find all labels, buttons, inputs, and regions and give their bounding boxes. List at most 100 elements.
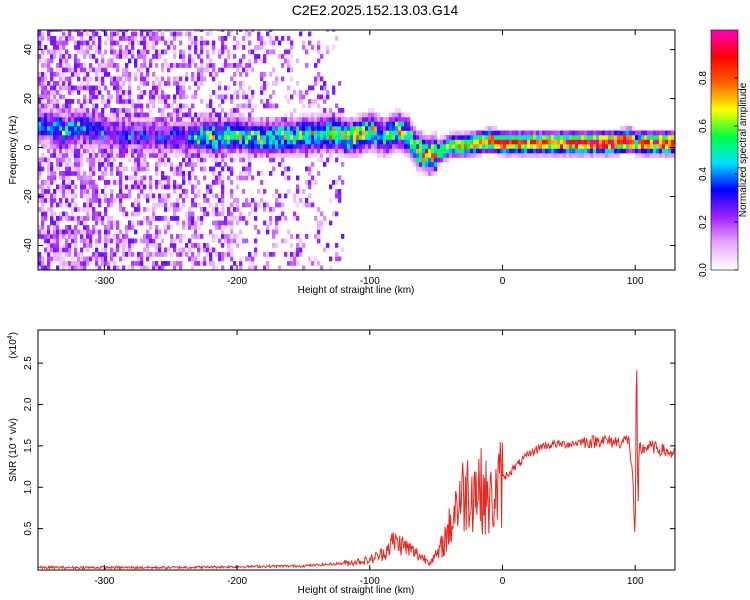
spectrogram-cell [428, 166, 432, 172]
spectrogram-cell [197, 180, 201, 185]
spectrogram-cell [59, 252, 63, 257]
spectrogram-cell [173, 247, 177, 253]
spectrogram-cell [191, 234, 195, 239]
spectrogram-cell [146, 30, 150, 32]
spectrogram-cell [167, 45, 171, 50]
spectrogram-cell [65, 166, 69, 172]
spectrogram-cell [386, 130, 390, 136]
spectrogram-cell [329, 121, 333, 127]
spectrogram-cell [77, 220, 81, 226]
spectrogram-cell [92, 144, 96, 149]
spectrogram-cell [131, 40, 135, 46]
spectrogram-cell [230, 166, 234, 172]
spectrogram-cell [62, 130, 66, 136]
spectrogram-cell [206, 243, 210, 248]
spectrogram-cell [68, 76, 72, 82]
spectrogram-cell [215, 202, 219, 208]
spectrogram-cell [128, 238, 132, 244]
spectrogram-cell [386, 121, 390, 127]
spectrogram-cell [464, 130, 468, 136]
spectrogram-cell [227, 243, 231, 248]
spectrogram-cell [74, 108, 78, 113]
spectrogram-cell [50, 108, 54, 113]
spectrogram-cell [209, 229, 213, 235]
spectrogram-cell [161, 252, 165, 257]
spectrogram-cell [41, 220, 45, 226]
spectrogram-cell [44, 85, 48, 91]
spectrogram-cell [182, 180, 186, 185]
spectrogram-cell [221, 198, 225, 203]
spectrogram-cell [53, 189, 57, 194]
spectrogram-cell [386, 117, 390, 122]
spectrogram-cell [221, 117, 225, 122]
spectrogram-cell [50, 117, 54, 122]
spectrogram-cell [50, 171, 54, 176]
spectrogram-cell [530, 139, 534, 145]
spectrogram-cell [644, 144, 648, 149]
spectrogram-cell [215, 157, 219, 163]
spectrogram-cell [308, 139, 312, 145]
spectrogram-cell [86, 31, 90, 37]
spectrogram-cell [56, 99, 60, 104]
spectrogram-cell [128, 90, 132, 95]
spectrogram-cell [119, 85, 123, 91]
spectrogram-cell [92, 40, 96, 46]
spectrogram-cell [110, 121, 114, 127]
spectrogram-cell [83, 225, 87, 230]
spectrogram-cell [287, 121, 291, 127]
spectrogram-cell [218, 117, 222, 122]
spectrogram-cell [302, 189, 306, 194]
spectrogram-cell [230, 225, 234, 230]
spectrogram-cell [50, 54, 54, 59]
spectrogram-cell [230, 94, 234, 100]
spectrogram-cell [263, 148, 267, 154]
spectrogram-cell [155, 229, 159, 235]
spectrogram-cell [170, 243, 174, 248]
spectrogram-cell [191, 171, 195, 176]
spectrogram-cell [368, 135, 372, 140]
spectrogram-cell [557, 135, 561, 140]
spectrogram-cell [101, 108, 105, 113]
spectrogram-cell [86, 45, 90, 50]
spectrogram-cell [122, 256, 126, 262]
spectrogram-cell [557, 139, 561, 145]
spectrogram-cell [131, 238, 135, 244]
spectrogram-cell [242, 153, 246, 158]
spectrogram-cell [176, 135, 180, 140]
spectrogram-cell [179, 40, 183, 46]
spectrogram-cell [164, 63, 168, 68]
spectrogram-cell [335, 103, 339, 109]
spectrogram-cell [278, 40, 282, 46]
spectrogram-cell [164, 198, 168, 203]
spectrogram-cell [602, 135, 606, 140]
spectrogram-cell [329, 144, 333, 149]
spectrogram-cell [146, 162, 150, 167]
spectrogram-cell [137, 85, 141, 91]
spectrogram-cell [98, 148, 102, 154]
spectrogram-cell [317, 121, 321, 127]
spectrogram-cell [179, 234, 183, 239]
spectrogram-cell [206, 103, 210, 109]
spectrogram-cell [320, 76, 324, 82]
spectrogram-cell [56, 202, 60, 208]
spectrogram-cell [59, 45, 63, 50]
spectrogram-cell [221, 153, 225, 158]
spectrogram-cell [131, 36, 135, 41]
spectrogram-cell [206, 112, 210, 118]
spectrogram-cell [554, 144, 558, 149]
spectrogram-cell [203, 76, 207, 82]
spectrogram-cell [197, 153, 201, 158]
spectrogram-cell [599, 135, 603, 140]
spectrogram-cell [68, 36, 72, 41]
spectrogram-cell [134, 121, 138, 127]
spectrogram-cell [368, 148, 372, 154]
spectrogram-cell [140, 265, 144, 270]
spectrogram-cell [203, 175, 207, 181]
spectrogram-cell [221, 126, 225, 131]
spectrogram-cell [107, 229, 111, 235]
spectrogram-cell [611, 153, 615, 158]
spectrogram-cell [560, 144, 564, 149]
spectrogram-cell [485, 139, 489, 145]
spectrogram-cell [335, 252, 339, 257]
spectrogram-cell [425, 157, 429, 163]
